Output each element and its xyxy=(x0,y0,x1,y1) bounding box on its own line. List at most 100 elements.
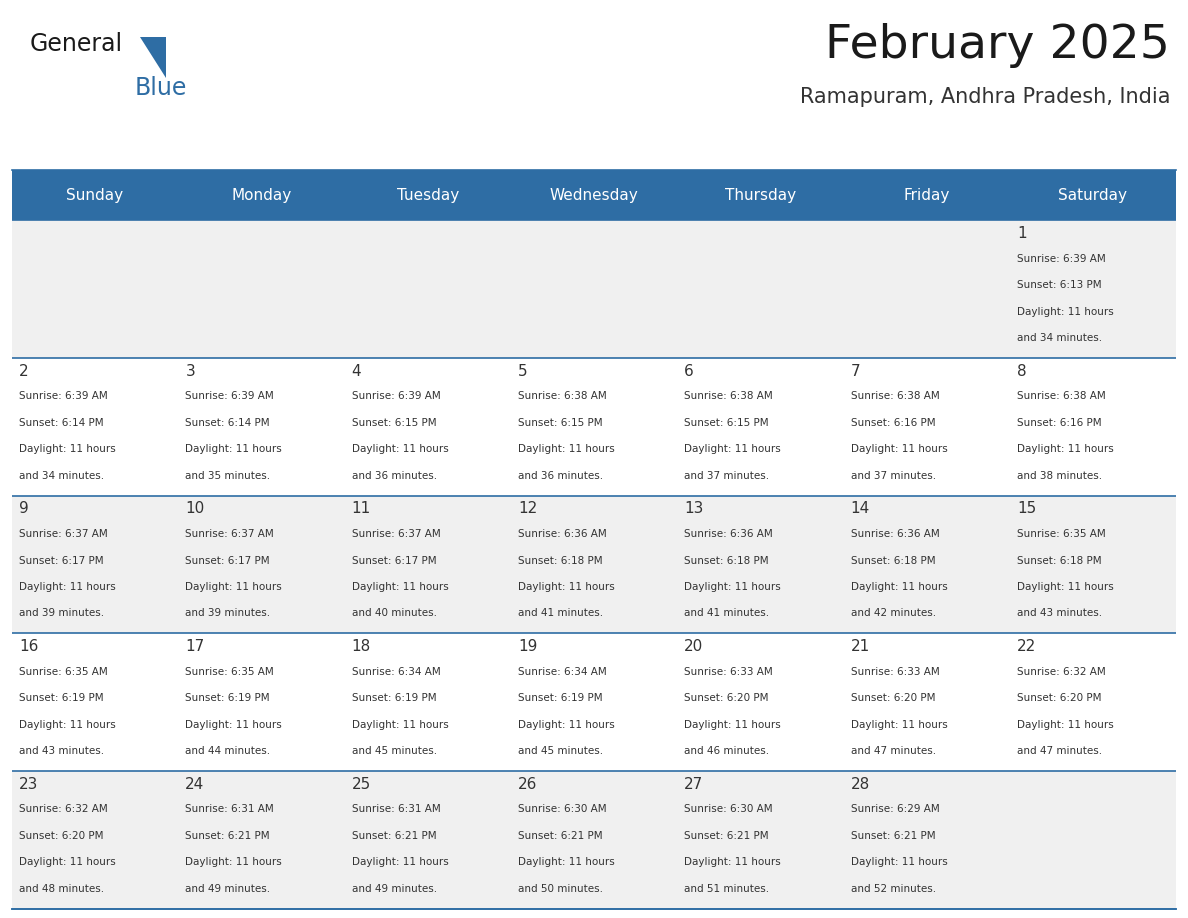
Text: Sunset: 6:16 PM: Sunset: 6:16 PM xyxy=(851,418,935,428)
Text: 7: 7 xyxy=(851,364,860,378)
Text: Daylight: 11 hours: Daylight: 11 hours xyxy=(352,857,448,868)
Text: Sunrise: 6:38 AM: Sunrise: 6:38 AM xyxy=(851,391,940,401)
Text: Sunset: 6:15 PM: Sunset: 6:15 PM xyxy=(518,418,602,428)
Text: Daylight: 11 hours: Daylight: 11 hours xyxy=(19,582,115,592)
Text: and 43 minutes.: and 43 minutes. xyxy=(1017,609,1102,619)
Text: Daylight: 11 hours: Daylight: 11 hours xyxy=(19,444,115,454)
Text: and 41 minutes.: and 41 minutes. xyxy=(684,609,770,619)
Text: and 36 minutes.: and 36 minutes. xyxy=(518,471,604,481)
Text: Daylight: 11 hours: Daylight: 11 hours xyxy=(352,444,448,454)
Text: Sunset: 6:18 PM: Sunset: 6:18 PM xyxy=(518,555,602,565)
Text: Daylight: 11 hours: Daylight: 11 hours xyxy=(851,444,947,454)
Text: Sunrise: 6:37 AM: Sunrise: 6:37 AM xyxy=(352,529,441,539)
Text: and 47 minutes.: and 47 minutes. xyxy=(1017,746,1102,756)
Text: Sunset: 6:21 PM: Sunset: 6:21 PM xyxy=(352,831,436,841)
Text: 9: 9 xyxy=(19,501,29,516)
Text: Sunset: 6:13 PM: Sunset: 6:13 PM xyxy=(1017,280,1101,290)
Text: and 45 minutes.: and 45 minutes. xyxy=(352,746,437,756)
Text: Daylight: 11 hours: Daylight: 11 hours xyxy=(851,857,947,868)
Text: Friday: Friday xyxy=(903,187,950,203)
Text: Sunrise: 6:31 AM: Sunrise: 6:31 AM xyxy=(352,804,441,814)
Text: Daylight: 11 hours: Daylight: 11 hours xyxy=(185,444,282,454)
Text: Sunset: 6:20 PM: Sunset: 6:20 PM xyxy=(19,831,103,841)
Text: and 45 minutes.: and 45 minutes. xyxy=(518,746,604,756)
Text: Sunrise: 6:30 AM: Sunrise: 6:30 AM xyxy=(518,804,607,814)
Text: and 41 minutes.: and 41 minutes. xyxy=(518,609,604,619)
Text: Sunset: 6:19 PM: Sunset: 6:19 PM xyxy=(352,693,436,703)
Text: and 51 minutes.: and 51 minutes. xyxy=(684,884,770,894)
Text: Daylight: 11 hours: Daylight: 11 hours xyxy=(518,857,614,868)
Text: 2: 2 xyxy=(19,364,29,378)
Text: 1: 1 xyxy=(1017,226,1026,241)
Text: Tuesday: Tuesday xyxy=(397,187,459,203)
Text: Daylight: 11 hours: Daylight: 11 hours xyxy=(185,857,282,868)
Text: Sunset: 6:21 PM: Sunset: 6:21 PM xyxy=(851,831,935,841)
Text: and 52 minutes.: and 52 minutes. xyxy=(851,884,936,894)
Bar xyxy=(12,220,1176,358)
Text: and 49 minutes.: and 49 minutes. xyxy=(352,884,437,894)
Text: February 2025: February 2025 xyxy=(826,23,1170,68)
Text: Sunset: 6:17 PM: Sunset: 6:17 PM xyxy=(352,555,436,565)
Text: Sunrise: 6:35 AM: Sunrise: 6:35 AM xyxy=(185,666,274,677)
Text: 28: 28 xyxy=(851,777,870,791)
Text: Sunrise: 6:38 AM: Sunrise: 6:38 AM xyxy=(684,391,773,401)
Text: 20: 20 xyxy=(684,639,703,654)
Text: Ramapuram, Andhra Pradesh, India: Ramapuram, Andhra Pradesh, India xyxy=(800,87,1170,107)
Text: 12: 12 xyxy=(518,501,537,516)
Text: 8: 8 xyxy=(1017,364,1026,378)
Text: Sunset: 6:18 PM: Sunset: 6:18 PM xyxy=(851,555,935,565)
Bar xyxy=(12,170,178,220)
Text: Daylight: 11 hours: Daylight: 11 hours xyxy=(185,582,282,592)
Text: and 49 minutes.: and 49 minutes. xyxy=(185,884,271,894)
Text: Sunset: 6:20 PM: Sunset: 6:20 PM xyxy=(1017,693,1101,703)
Bar xyxy=(843,170,1010,220)
Text: and 40 minutes.: and 40 minutes. xyxy=(352,609,437,619)
Text: 13: 13 xyxy=(684,501,703,516)
Text: Daylight: 11 hours: Daylight: 11 hours xyxy=(684,720,781,730)
Text: Daylight: 11 hours: Daylight: 11 hours xyxy=(1017,307,1113,317)
Text: Daylight: 11 hours: Daylight: 11 hours xyxy=(19,720,115,730)
Text: Daylight: 11 hours: Daylight: 11 hours xyxy=(185,720,282,730)
Text: Sunset: 6:20 PM: Sunset: 6:20 PM xyxy=(851,693,935,703)
Text: Daylight: 11 hours: Daylight: 11 hours xyxy=(684,857,781,868)
Text: Sunset: 6:21 PM: Sunset: 6:21 PM xyxy=(185,831,270,841)
Text: Sunrise: 6:30 AM: Sunrise: 6:30 AM xyxy=(684,804,773,814)
Text: Sunset: 6:17 PM: Sunset: 6:17 PM xyxy=(185,555,270,565)
Text: Thursday: Thursday xyxy=(725,187,796,203)
Text: Sunrise: 6:37 AM: Sunrise: 6:37 AM xyxy=(185,529,274,539)
Text: 3: 3 xyxy=(185,364,195,378)
Text: Daylight: 11 hours: Daylight: 11 hours xyxy=(518,720,614,730)
Text: Sunrise: 6:29 AM: Sunrise: 6:29 AM xyxy=(851,804,940,814)
Text: 18: 18 xyxy=(352,639,371,654)
Text: and 36 minutes.: and 36 minutes. xyxy=(352,471,437,481)
Text: 19: 19 xyxy=(518,639,537,654)
Text: 4: 4 xyxy=(352,364,361,378)
Bar xyxy=(178,170,345,220)
Text: and 37 minutes.: and 37 minutes. xyxy=(684,471,770,481)
Text: Sunset: 6:15 PM: Sunset: 6:15 PM xyxy=(684,418,769,428)
Text: Sunrise: 6:35 AM: Sunrise: 6:35 AM xyxy=(1017,529,1106,539)
Text: Wednesday: Wednesday xyxy=(550,187,638,203)
Text: 23: 23 xyxy=(19,777,38,791)
Text: and 39 minutes.: and 39 minutes. xyxy=(185,609,271,619)
Text: Sunset: 6:18 PM: Sunset: 6:18 PM xyxy=(684,555,769,565)
Text: Daylight: 11 hours: Daylight: 11 hours xyxy=(684,444,781,454)
Text: Sunset: 6:19 PM: Sunset: 6:19 PM xyxy=(518,693,602,703)
Text: Sunrise: 6:33 AM: Sunrise: 6:33 AM xyxy=(851,666,940,677)
Bar xyxy=(511,170,677,220)
Text: Sunrise: 6:39 AM: Sunrise: 6:39 AM xyxy=(185,391,274,401)
Text: Daylight: 11 hours: Daylight: 11 hours xyxy=(518,582,614,592)
Text: Sunset: 6:20 PM: Sunset: 6:20 PM xyxy=(684,693,769,703)
Text: Sunset: 6:19 PM: Sunset: 6:19 PM xyxy=(19,693,103,703)
Text: Sunrise: 6:34 AM: Sunrise: 6:34 AM xyxy=(518,666,607,677)
Text: and 39 minutes.: and 39 minutes. xyxy=(19,609,105,619)
Text: 26: 26 xyxy=(518,777,537,791)
Text: Daylight: 11 hours: Daylight: 11 hours xyxy=(518,444,614,454)
Text: 11: 11 xyxy=(352,501,371,516)
Text: Daylight: 11 hours: Daylight: 11 hours xyxy=(1017,720,1113,730)
Text: Daylight: 11 hours: Daylight: 11 hours xyxy=(851,720,947,730)
Text: Sunset: 6:15 PM: Sunset: 6:15 PM xyxy=(352,418,436,428)
Text: Sunrise: 6:32 AM: Sunrise: 6:32 AM xyxy=(19,804,108,814)
Text: Daylight: 11 hours: Daylight: 11 hours xyxy=(684,582,781,592)
Text: Sunrise: 6:39 AM: Sunrise: 6:39 AM xyxy=(352,391,441,401)
